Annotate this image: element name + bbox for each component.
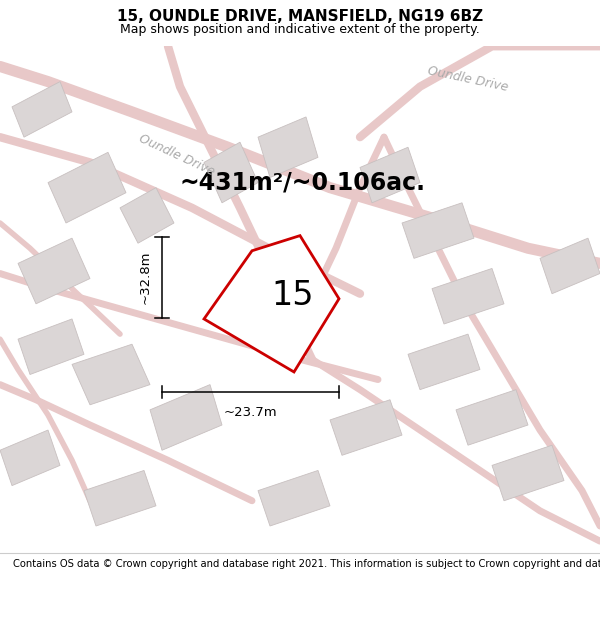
Polygon shape — [12, 82, 72, 137]
Polygon shape — [0, 430, 60, 486]
Polygon shape — [330, 400, 402, 455]
Polygon shape — [150, 384, 222, 450]
Polygon shape — [204, 236, 339, 372]
Text: 15: 15 — [272, 279, 314, 312]
Polygon shape — [432, 269, 504, 324]
Polygon shape — [84, 471, 156, 526]
Text: ~431m²/~0.106ac.: ~431m²/~0.106ac. — [180, 171, 426, 194]
Polygon shape — [18, 238, 90, 304]
Polygon shape — [204, 142, 258, 202]
Text: Oundle Drive: Oundle Drive — [427, 64, 509, 94]
Text: Map shows position and indicative extent of the property.: Map shows position and indicative extent… — [120, 23, 480, 36]
Polygon shape — [492, 445, 564, 501]
Polygon shape — [120, 188, 174, 243]
Polygon shape — [456, 389, 528, 445]
Text: ~23.7m: ~23.7m — [224, 406, 277, 419]
Text: 15, OUNDLE DRIVE, MANSFIELD, NG19 6BZ: 15, OUNDLE DRIVE, MANSFIELD, NG19 6BZ — [117, 9, 483, 24]
Text: Oundle Drive: Oundle Drive — [137, 132, 217, 178]
Polygon shape — [72, 344, 150, 405]
Text: ~32.8m: ~32.8m — [138, 251, 151, 304]
Polygon shape — [540, 238, 600, 294]
Polygon shape — [48, 152, 126, 223]
Polygon shape — [360, 148, 420, 202]
Polygon shape — [402, 202, 474, 258]
Polygon shape — [258, 471, 330, 526]
Text: Contains OS data © Crown copyright and database right 2021. This information is : Contains OS data © Crown copyright and d… — [13, 559, 600, 569]
Polygon shape — [18, 319, 84, 374]
Polygon shape — [258, 117, 318, 178]
Polygon shape — [408, 334, 480, 389]
